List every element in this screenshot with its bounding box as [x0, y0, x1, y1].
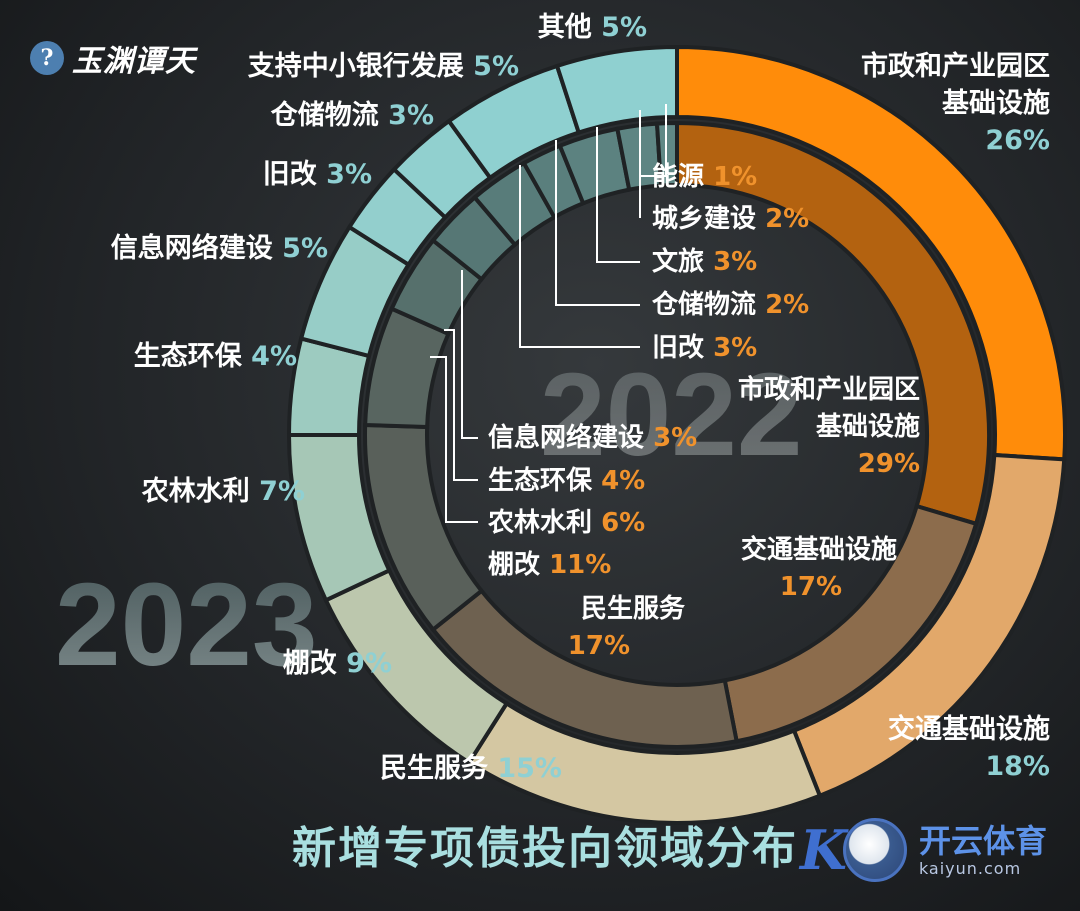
ring-2022-name-2: 民生服务 — [581, 594, 685, 624]
ring-2022-name-3: 棚改 11% — [488, 549, 611, 580]
leader-line-7 — [430, 356, 478, 523]
ring-2022-label-8: 仓储物流 2% — [651, 289, 809, 320]
ring-2022-label-3: 棚改 11% — [488, 549, 611, 580]
leader-line-5 — [461, 270, 478, 439]
ring-2023-pct-1: 18% — [985, 751, 1050, 782]
ring-2022-pct-1: 17% — [780, 572, 842, 602]
ring-2022-name-1: 交通基础设施 — [741, 534, 897, 565]
ring-2022-slice-11 — [654, 120, 679, 188]
logo-text: 玉渊谭天 — [72, 44, 196, 79]
year-label-2023: 2023 — [55, 559, 318, 691]
ring-2023-label-7: 旧改 3% — [263, 159, 372, 190]
ring-2023-name-6: 信息网络建设 5% — [111, 232, 328, 264]
ring-2023-name-2: 民生服务 15% — [380, 753, 562, 784]
leader-lines — [430, 104, 667, 523]
ring-2022-name-9: 文旅 3% — [652, 246, 757, 277]
ring-2023-name-0: 基础设施 — [942, 88, 1050, 119]
leader-line-0 — [640, 104, 667, 177]
ring-2023-name-3: 棚改 9% — [283, 648, 392, 679]
ring-2022-name-8: 仓储物流 2% — [651, 289, 809, 320]
ring-2023 — [286, 44, 1067, 825]
ring-2023-slice-10 — [554, 44, 679, 136]
ring-2023-name-10: 其他 5% — [538, 12, 647, 43]
watermark-main: 开云体育 — [918, 821, 1047, 860]
ring-2022-name-7: 旧改 3% — [652, 332, 757, 363]
ring-2022-name-0: 市政和产业园区 — [738, 374, 920, 405]
leader-line-2 — [596, 127, 640, 263]
ring-2022-name-5: 生态环保 4% — [488, 465, 645, 496]
ring-2023-label-9: 支持中小银行发展 5% — [248, 50, 519, 82]
ring-2023-pct-0: 26% — [985, 125, 1050, 156]
ring-2023-label-3: 棚改 9% — [283, 648, 392, 679]
leader-line-4 — [519, 165, 640, 348]
ring-2023-label-10: 其他 5% — [538, 12, 647, 43]
ring-2022-pct-2: 17% — [568, 631, 630, 661]
ring-2023-name-1: 交通基础设施 — [888, 713, 1050, 745]
watermark: K 开云体育 kaiyun.com — [800, 818, 1047, 882]
ring-2022-label-1: 交通基础设施 17% — [741, 534, 897, 602]
ring-2023-label-1: 交通基础设施 18% — [888, 713, 1050, 782]
ring-2022-name-11: 能源 1% — [652, 161, 757, 192]
ring-2022-name-4: 农林水利 6% — [487, 508, 645, 538]
ring-2023-label-4: 农林水利 7% — [141, 476, 305, 507]
watermark-k-icon: K — [800, 818, 847, 882]
ring-2023-label-2: 民生服务 15% — [380, 753, 562, 784]
ring-2023-name-7: 旧改 3% — [263, 159, 372, 190]
ring-2023-name-5: 生态环保 4% — [134, 341, 297, 372]
ring-2022-label-5: 生态环保 4% — [488, 465, 645, 496]
logo-icon: ? — [30, 41, 64, 75]
ring-2022-label-10: 城乡建设 2% — [652, 204, 809, 234]
ring-2022-name-6: 信息网络建设 3% — [488, 422, 697, 453]
leader-line-3 — [555, 140, 640, 306]
ring-2023-name-8: 仓储物流 3% — [270, 100, 434, 131]
ring-2023-name-0: 市政和产业园区 — [861, 50, 1050, 82]
soccer-ball-icon — [842, 818, 907, 882]
ring-2022 — [363, 120, 991, 749]
watermark-sub: kaiyun.com — [918, 858, 1022, 878]
ring-2023-name-4: 农林水利 7% — [141, 476, 305, 507]
ring-2022-label-2: 民生服务 17% — [568, 594, 685, 661]
ring-2022-label-9: 文旅 3% — [652, 246, 757, 277]
ring-2023-name-9: 支持中小银行发展 5% — [248, 50, 519, 82]
ring-2022-name-0: 基础设施 — [816, 411, 920, 442]
ring-2022-name-10: 城乡建设 2% — [652, 204, 809, 234]
chart-title: 新增专项债投向领域分布 — [292, 823, 798, 874]
leader-line-6 — [444, 329, 478, 481]
ring-2023-label-5: 生态环保 4% — [134, 341, 297, 372]
logo: ? 玉渊谭天 — [30, 36, 196, 80]
ring-2023-label-6: 信息网络建设 5% — [111, 232, 328, 264]
ring-2022-label-11: 能源 1% — [652, 161, 757, 192]
year-label-2022: 2022 — [540, 349, 803, 481]
ring-2022-pct-0: 29% — [858, 449, 920, 479]
ring-2022-label-4: 农林水利 6% — [487, 508, 645, 538]
ring-2022-label-6: 信息网络建设 3% — [488, 422, 697, 453]
ring-2022-label-7: 旧改 3% — [652, 332, 757, 363]
ring-2023-label-8: 仓储物流 3% — [270, 100, 434, 131]
